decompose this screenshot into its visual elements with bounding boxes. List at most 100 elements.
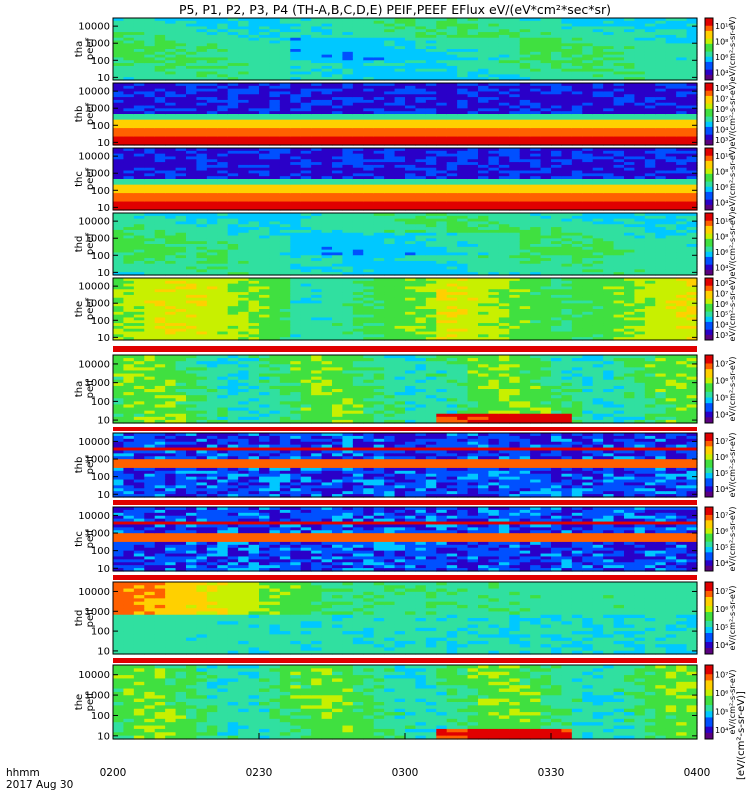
heatmap-cell [154,204,166,208]
heatmap-cell [186,65,198,70]
heatmap-cell [624,170,636,174]
heatmap-cell [342,164,354,169]
heatmap-cell [624,215,636,220]
heatmap-cell [186,272,198,276]
heatmap-cell [175,102,187,107]
heatmap-cell [352,29,364,33]
heatmap-cell [321,68,333,73]
heatmap-cell [269,46,281,50]
heatmap-cell [467,153,479,158]
heatmap-cell [269,136,281,140]
heatmap-cell [498,142,510,146]
heatmap-cell [154,235,166,239]
heatmap-cell [644,249,656,254]
heatmap-cell [154,159,166,163]
heatmap-cell [551,193,563,197]
heatmap-cell [300,119,312,124]
heatmap-cell [582,229,594,234]
heatmap-cell [311,162,323,166]
heatmap-cell [655,23,667,28]
heatmap-cell [457,116,469,121]
heatmap-cell [321,91,333,95]
heatmap-cell [571,201,583,205]
heatmap-cell [311,173,323,177]
heatmap-cell [676,201,688,205]
heatmap-cell [467,207,479,211]
heatmap-cell [498,130,510,135]
heatmap-cell [321,130,333,135]
heatmap-cell [644,99,656,104]
heatmap-cell [332,227,344,231]
heatmap-cell [582,198,594,203]
heatmap-cell [196,244,208,248]
heatmap-cell [655,133,667,138]
heatmap-cell [373,170,385,174]
heatmap-cell [206,102,218,107]
heatmap-cell [279,94,291,98]
heatmap-cell [561,179,573,183]
heatmap-cell [603,99,615,104]
heatmap-cell [227,260,239,265]
heatmap-cell [384,187,396,191]
heatmap-cell [488,94,500,98]
heatmap-cell [561,201,573,205]
heatmap-cell [175,258,187,262]
heatmap-cell [394,249,406,254]
heatmap-cell [206,224,218,228]
heatmap-cell [175,63,187,67]
heatmap-cell [592,176,604,180]
heatmap-cell [154,187,166,191]
heatmap-cell [206,29,218,33]
heatmap-cell [248,20,260,25]
heatmap-cell [238,266,250,270]
heatmap-cell [113,18,125,22]
heatmap-cell [603,227,615,231]
heatmap-cell [206,260,218,265]
colorbar-cell [705,51,713,55]
heatmap-cell [467,23,479,28]
heatmap-cell [613,122,625,126]
heatmap-cell [415,139,427,143]
heatmap-cell [665,97,677,101]
heatmap-cell [655,57,667,61]
heatmap-cell [154,91,166,95]
heatmap-cell [603,229,615,234]
heatmap-cell [342,65,354,70]
heatmap-cell [165,252,177,256]
heatmap-cell [363,130,375,135]
heatmap-cell [259,114,271,118]
heatmap-cell [342,136,354,140]
heatmap-cell [624,23,636,28]
heatmap-cell [123,49,135,53]
heatmap-cell [467,162,479,166]
heatmap-cell [206,85,218,90]
heatmap-cell [446,26,458,30]
heatmap-cell [530,65,542,70]
heatmap-cell [665,198,677,203]
heatmap-cell [561,63,573,67]
heatmap-cell [498,77,510,81]
heatmap-cell [467,29,479,33]
colorbar-cell [705,59,713,63]
heatmap-cell [467,122,479,126]
heatmap-cell [248,215,260,220]
heatmap-cell [686,204,698,208]
heatmap-cell [186,142,198,146]
heatmap-cell [509,235,521,239]
heatmap-cell [446,71,458,75]
heatmap-cell [269,139,281,143]
heatmap-cell [394,244,406,248]
heatmap-cell [436,142,448,146]
heatmap-cell [613,167,625,172]
heatmap-cell [206,232,218,237]
heatmap-cell [498,153,510,158]
heatmap-cell [415,153,427,158]
heatmap-cell [686,136,698,140]
figure-title: P5, P1, P2, P3, P4 (TH-A,B,C,D,E) PEIF,P… [179,2,611,17]
heatmap-cell [342,108,354,112]
heatmap-cell [217,269,229,273]
heatmap-cell [363,51,375,56]
heatmap-cell [394,68,406,73]
heatmap-cell [467,49,479,53]
heatmap-cell [644,215,656,220]
